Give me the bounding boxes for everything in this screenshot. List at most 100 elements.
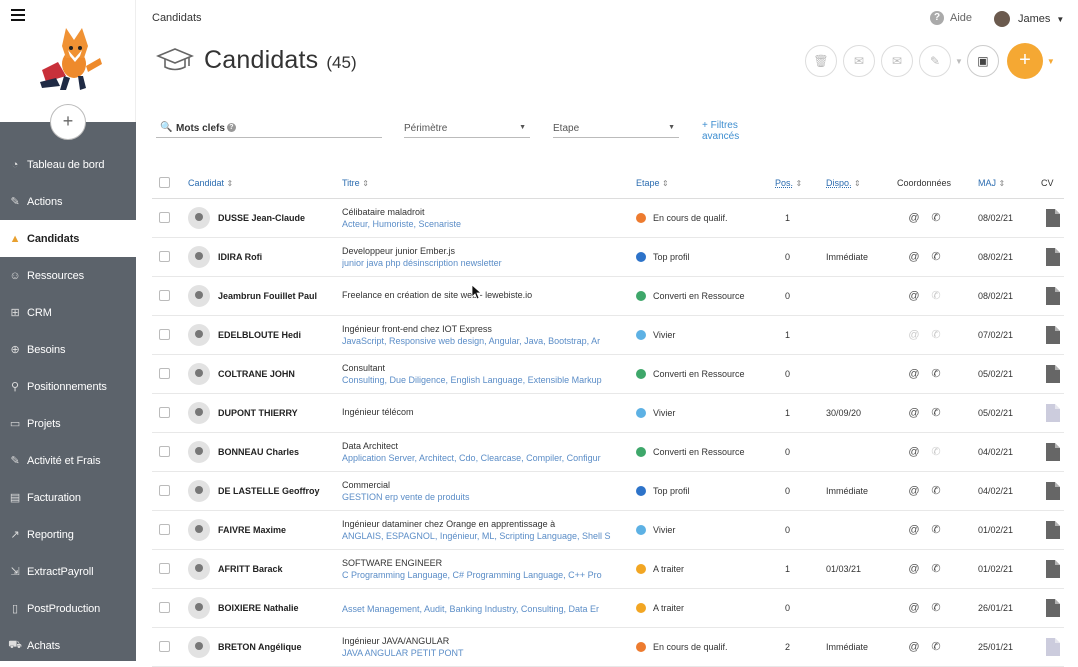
- sidebar-item-tableau-de-bord[interactable]: ◔ Tableau de bord: [0, 146, 136, 183]
- cv-file-icon[interactable]: [1046, 598, 1060, 617]
- email-icon[interactable]: @: [908, 290, 920, 302]
- table-row[interactable]: BONNEAU Charles Data Architect Application…: [152, 432, 1064, 472]
- table-row[interactable]: IDIRA Rofi Developpeur junior Ember.js jun…: [152, 237, 1064, 277]
- col-etape[interactable]: Etape ⇕: [636, 168, 775, 199]
- phone-icon[interactable]: ✆: [931, 368, 941, 380]
- export-button[interactable]: ▣: [966, 45, 999, 77]
- table-row[interactable]: BOIXIERE Nathalie Asset Management, Audit…: [152, 588, 1064, 628]
- cv-file-icon[interactable]: [1046, 403, 1060, 422]
- table-row[interactable]: EDELBLOUTE Hedi Ingénieur front-end chez …: [152, 315, 1064, 355]
- sidebar-item-actions[interactable]: ✎ Actions: [0, 183, 136, 220]
- table-row[interactable]: BRETON Angélique Ingénieur JAVA/ANGULAR JA…: [152, 627, 1064, 667]
- candidate-cell[interactable]: IDIRA Rofi: [188, 237, 342, 277]
- candidate-cell[interactable]: DE LASTELLE Geoffroy: [188, 471, 342, 511]
- select-all-checkbox[interactable]: [159, 177, 170, 189]
- help-icon[interactable]: ?: [226, 123, 236, 132]
- table-row[interactable]: AFRITT Barack SOFTWARE ENGINEER C Programm…: [152, 549, 1064, 589]
- candidate-name[interactable]: COLTRANE JOHN: [218, 368, 295, 379]
- user-menu[interactable]: James ▼: [994, 11, 1064, 27]
- cv-file-icon[interactable]: [1046, 442, 1060, 461]
- candidate-name[interactable]: DUSSE Jean-Claude: [218, 212, 306, 223]
- candidate-name[interactable]: DE LASTELLE Geoffroy: [218, 485, 320, 496]
- phone-icon[interactable]: ✆: [931, 251, 941, 263]
- sidebar-item-crm[interactable]: ⊞ CRM: [0, 294, 136, 331]
- phone-icon[interactable]: ✆: [931, 329, 941, 341]
- col-titre[interactable]: Titre ⇕: [342, 168, 636, 199]
- cv-file-icon[interactable]: [1046, 559, 1060, 578]
- candidate[interactable]: EDELBLOUTE Hedi: [188, 323, 342, 346]
- candidate-name[interactable]: Jeambrun Fouillet Paul: [218, 290, 318, 301]
- cv-file-icon[interactable]: [1046, 325, 1060, 344]
- cv-file-icon[interactable]: [1046, 520, 1060, 539]
- row-checkbox[interactable]: [159, 290, 170, 302]
- candidate-name[interactable]: IDIRA Rofi: [218, 251, 263, 262]
- cv-file-icon[interactable]: [1046, 208, 1060, 227]
- row-checkbox[interactable]: [159, 446, 170, 458]
- row-checkbox[interactable]: [159, 485, 170, 497]
- email-icon[interactable]: @: [908, 485, 920, 497]
- row-checkbox[interactable]: [159, 602, 170, 614]
- candidate[interactable]: DE LASTELLE Geoffroy: [188, 479, 342, 502]
- candidate[interactable]: COLTRANE JOHN: [188, 362, 342, 385]
- col-pos[interactable]: Pos. ⇕: [775, 168, 826, 199]
- candidate-cell[interactable]: EDELBLOUTE Hedi: [188, 315, 342, 355]
- email-icon[interactable]: @: [908, 329, 920, 341]
- col-dispo[interactable]: Dispo. ⇕: [826, 168, 897, 199]
- phone-icon[interactable]: ✆: [931, 641, 941, 653]
- candidate-cell[interactable]: DUPONT THIERRY: [188, 393, 342, 433]
- email-button[interactable]: ✉: [843, 45, 875, 77]
- breadcrumb[interactable]: Candidats: [152, 12, 202, 24]
- candidate-name[interactable]: DUPONT THIERRY: [218, 407, 298, 418]
- row-checkbox[interactable]: [159, 212, 170, 224]
- email-icon[interactable]: @: [908, 563, 920, 575]
- candidate-cell[interactable]: AFRITT Barack: [188, 549, 342, 589]
- chevron-down-icon[interactable]: ▼: [1046, 56, 1055, 66]
- row-checkbox[interactable]: [159, 407, 170, 419]
- candidate-cell[interactable]: FAIVRE Maxime: [188, 510, 342, 550]
- mass-email-button[interactable]: ✉: [881, 45, 913, 77]
- phone-icon[interactable]: ✆: [931, 290, 941, 302]
- candidate[interactable]: IDIRA Rofi: [188, 245, 342, 268]
- table-row[interactable]: DUSSE Jean-Claude Célibataire maladroit Ac…: [152, 198, 1064, 238]
- row-checkbox[interactable]: [159, 329, 170, 341]
- email-icon[interactable]: @: [908, 368, 920, 380]
- phone-icon[interactable]: ✆: [931, 524, 941, 536]
- email-icon[interactable]: @: [908, 407, 920, 419]
- table-row[interactable]: DUPONT THIERRY Ingénieur télécom Vivier 1 30…: [152, 393, 1064, 433]
- sidebar-item-extractpayroll[interactable]: ⇲ ExtractPayroll: [0, 553, 136, 590]
- cv-file-icon[interactable]: [1046, 286, 1060, 305]
- candidate-name[interactable]: BONNEAU Charles: [218, 446, 300, 457]
- phone-icon[interactable]: ✆: [931, 485, 941, 497]
- candidate-name[interactable]: AFRITT Barack: [218, 563, 283, 574]
- email-icon[interactable]: @: [908, 641, 920, 653]
- email-icon[interactable]: @: [908, 251, 920, 263]
- candidate-cell[interactable]: Jeambrun Fouillet Paul: [188, 276, 342, 316]
- candidate[interactable]: Jeambrun Fouillet Paul: [188, 284, 342, 307]
- row-checkbox[interactable]: [159, 563, 170, 575]
- candidate[interactable]: BRETON Angélique: [188, 635, 342, 658]
- candidate-name[interactable]: EDELBLOUTE Hedi: [218, 329, 302, 340]
- row-checkbox[interactable]: [159, 251, 170, 263]
- cv-file-icon[interactable]: [1046, 637, 1060, 656]
- candidate-cell[interactable]: BOIXIERE Nathalie: [188, 588, 342, 628]
- row-checkbox[interactable]: [159, 368, 170, 380]
- table-row[interactable]: DE LASTELLE Geoffroy Commercial GESTION er…: [152, 471, 1064, 511]
- email-icon[interactable]: @: [908, 446, 920, 458]
- email-icon[interactable]: @: [908, 212, 920, 224]
- table-row[interactable]: COLTRANE JOHN Consultant Consulting, Due D…: [152, 354, 1064, 394]
- candidate[interactable]: DUPONT THIERRY: [188, 401, 342, 424]
- candidate-cell[interactable]: COLTRANE JOHN: [188, 354, 342, 394]
- candidate[interactable]: FAIVRE Maxime: [188, 518, 342, 541]
- candidate[interactable]: BOIXIERE Nathalie: [188, 596, 342, 619]
- phone-icon[interactable]: ✆: [931, 602, 941, 614]
- cv-file-icon[interactable]: [1046, 247, 1060, 266]
- help-link[interactable]: ? Aide: [930, 11, 972, 25]
- email-icon[interactable]: @: [908, 524, 920, 536]
- sidebar-item-besoins[interactable]: ⊕ Besoins: [0, 331, 136, 368]
- candidate-name[interactable]: BRETON Angélique: [218, 641, 302, 652]
- quick-add-button[interactable]: +: [50, 104, 86, 140]
- perimetre-select[interactable]: Périmètre ▼: [404, 116, 530, 138]
- table-row[interactable]: Jeambrun Fouillet Paul Freelance en créat…: [152, 276, 1064, 316]
- sidebar-item-postproduction[interactable]: ▯ PostProduction: [0, 590, 136, 627]
- phone-icon[interactable]: ✆: [931, 212, 941, 224]
